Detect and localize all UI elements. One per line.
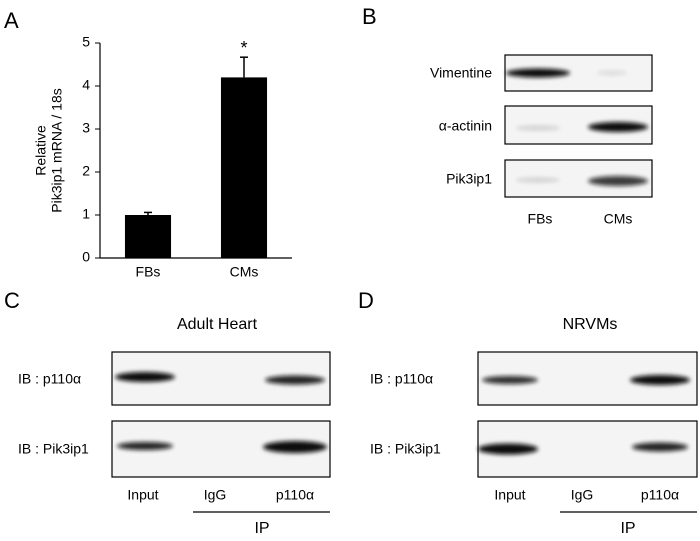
row-label: IB : p110α xyxy=(370,371,433,387)
lane-label: IgG xyxy=(571,487,594,503)
band xyxy=(632,442,688,452)
lane-label: p110α xyxy=(276,487,314,503)
lane-label: CMs xyxy=(604,211,633,227)
row-label: IB : Pik3ip1 xyxy=(18,441,89,457)
band xyxy=(115,372,175,382)
panel-label: A xyxy=(4,8,19,33)
row-label: IB : p110α xyxy=(18,371,81,387)
band xyxy=(265,375,325,385)
y-tick-label: 1 xyxy=(82,206,90,222)
band xyxy=(263,441,327,453)
x-tick-label: CMs xyxy=(230,264,259,280)
group-label: IP xyxy=(620,520,635,537)
y-axis-label: Pik3ip1 mRNA / 18s xyxy=(49,88,65,213)
lane-label: Input xyxy=(494,487,525,503)
panel-label: D xyxy=(358,288,374,313)
blot-title: Adult Heart xyxy=(177,316,258,333)
band xyxy=(482,376,538,384)
row-label: Pik3ip1 xyxy=(446,171,492,187)
x-tick-label: FBs xyxy=(136,264,161,280)
y-tick-label: 4 xyxy=(82,77,90,93)
panel-label: B xyxy=(362,4,377,29)
panel-label: C xyxy=(4,288,20,313)
band xyxy=(597,70,627,76)
y-tick-label: 3 xyxy=(82,120,90,136)
row-label: IB : Pik3ip1 xyxy=(370,441,441,457)
band xyxy=(478,443,538,455)
y-tick-label: 2 xyxy=(82,163,90,179)
band xyxy=(506,68,570,78)
bar xyxy=(220,77,268,259)
band xyxy=(516,125,560,131)
band xyxy=(588,176,648,186)
group-label: IP xyxy=(254,520,269,537)
y-tick-label: 0 xyxy=(82,249,90,265)
row-label: Vimentine xyxy=(430,65,492,81)
lane-label: p110α xyxy=(641,487,679,503)
lane-label: Input xyxy=(127,487,158,503)
row-label: α-actinin xyxy=(439,118,492,134)
band xyxy=(117,442,173,450)
annotation: * xyxy=(240,38,247,58)
band xyxy=(588,122,648,132)
lane-label: IgG xyxy=(204,487,227,503)
y-axis-label: Relative xyxy=(33,125,49,176)
bar xyxy=(124,215,172,258)
band xyxy=(630,375,690,385)
y-tick-label: 5 xyxy=(82,34,90,50)
band xyxy=(516,177,560,183)
blot-title: NRVMs xyxy=(563,316,618,333)
lane-label: FBs xyxy=(528,211,553,227)
